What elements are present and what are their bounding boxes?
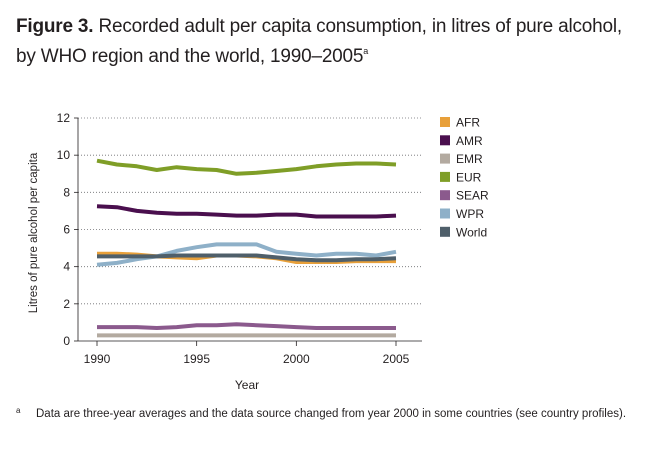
series-line-world — [97, 253, 397, 263]
footnote-text: Data are three-year averages and the dat… — [36, 408, 627, 420]
y-tick-label: 10 — [57, 148, 71, 162]
figure-title-footnote-marker: a — [363, 46, 369, 56]
legend-label-world: World — [456, 225, 487, 239]
series-line-sear — [97, 322, 396, 330]
y-tick-label: 12 — [57, 111, 71, 125]
legend: AFR AMR EMR EUR SEAR WPR World — [440, 116, 489, 239]
legend-label-emr: EMR — [456, 152, 483, 166]
legend-swatch-wpr — [440, 208, 450, 219]
legend-label-amr: AMR — [456, 134, 483, 148]
figure-title-line2: by WHO region and the world, 1990–2005 — [16, 46, 364, 67]
series-line-eur — [96, 158, 397, 176]
legend-label-sear: SEAR — [456, 189, 489, 203]
x-tick-label: 2005 — [383, 352, 410, 366]
legend-swatch-sear — [440, 190, 450, 201]
legend-swatch-world — [440, 226, 450, 237]
footnote-marker: a — [16, 406, 21, 415]
y-tick-label: 0 — [63, 334, 70, 348]
axes: 0 2 4 6 8 10 12 1990 1995 2000 2005 — [57, 111, 422, 366]
y-tick-label: 6 — [63, 223, 70, 237]
series-lines — [96, 158, 397, 338]
y-tick-label: 2 — [63, 297, 70, 311]
x-tick-label: 1990 — [84, 352, 111, 366]
gridlines — [78, 117, 422, 305]
x-tick-label: 2000 — [283, 352, 310, 366]
figure-title: Figure 3. Recorded adult per capita cons… — [16, 14, 646, 69]
legend-label-eur: EUR — [456, 170, 482, 184]
y-tick-label: 8 — [63, 185, 70, 199]
legend-swatch-amr — [440, 135, 450, 146]
y-tick-label: 4 — [63, 260, 70, 274]
legend-label-afr: AFR — [456, 116, 480, 130]
series-line-amr — [96, 204, 397, 219]
figure-title-line1: Recorded adult per capita consumption, i… — [98, 16, 623, 37]
x-tick-label: 1995 — [183, 352, 210, 366]
y-axis-label: Litres of pure alcohol per capita — [28, 152, 40, 313]
legend-swatch-eur — [440, 171, 450, 182]
footnote: a Data are three-year averages and the da… — [16, 406, 646, 420]
legend-swatch-emr — [440, 153, 450, 164]
legend-swatch-afr — [440, 117, 450, 127]
x-axis-label: Year — [235, 378, 259, 392]
figure-label: Figure 3. — [16, 16, 94, 37]
legend-label-wpr: WPR — [456, 207, 484, 221]
